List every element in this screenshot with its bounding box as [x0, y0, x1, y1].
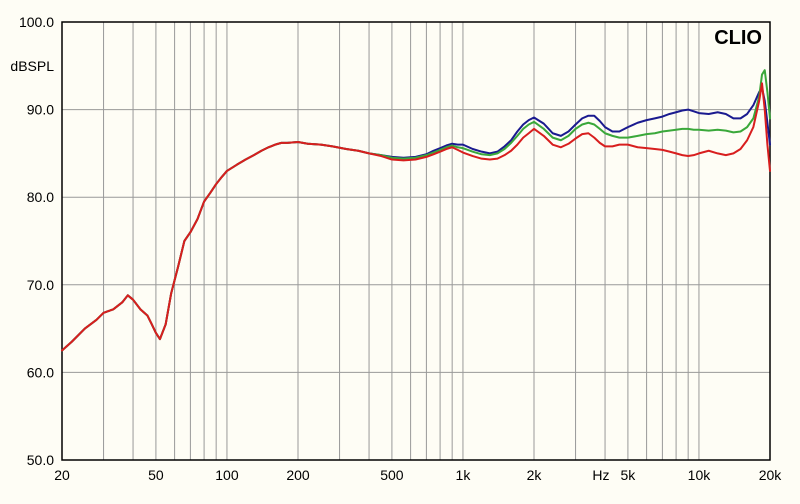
- x-tick-label: 50: [148, 467, 164, 483]
- y-tick-label: 50.0: [27, 452, 54, 468]
- x-tick-label: 2k: [527, 467, 543, 483]
- x-tick-label: 5k: [621, 467, 637, 483]
- x-tick-label: 500: [380, 467, 404, 483]
- chart-svg: 50.0 60.0 70.0 80.0 90.0 100.0 dBSPL 20 50 100 200…: [0, 0, 800, 504]
- y-tick-label: 60.0: [27, 364, 54, 380]
- y-axis-label: dBSPL: [10, 58, 54, 74]
- brand-label: CLIO: [714, 27, 762, 49]
- y-tick-label: 90.0: [27, 102, 54, 118]
- y-tick-label: 80.0: [27, 189, 54, 205]
- x-tick-label: 10k: [688, 467, 712, 483]
- y-tick-label: 70.0: [27, 277, 54, 293]
- x-axis-label: Hz: [592, 467, 609, 483]
- y-tick-label: 100.0: [19, 14, 54, 30]
- x-tick-label: 200: [286, 467, 310, 483]
- x-tick-label: 100: [215, 467, 239, 483]
- x-tick-label: 20k: [759, 467, 783, 483]
- x-tick-label: 20: [54, 467, 70, 483]
- x-tick-label: 1k: [456, 467, 472, 483]
- frequency-response-chart: 50.0 60.0 70.0 80.0 90.0 100.0 dBSPL 20 50 100 200…: [0, 0, 800, 504]
